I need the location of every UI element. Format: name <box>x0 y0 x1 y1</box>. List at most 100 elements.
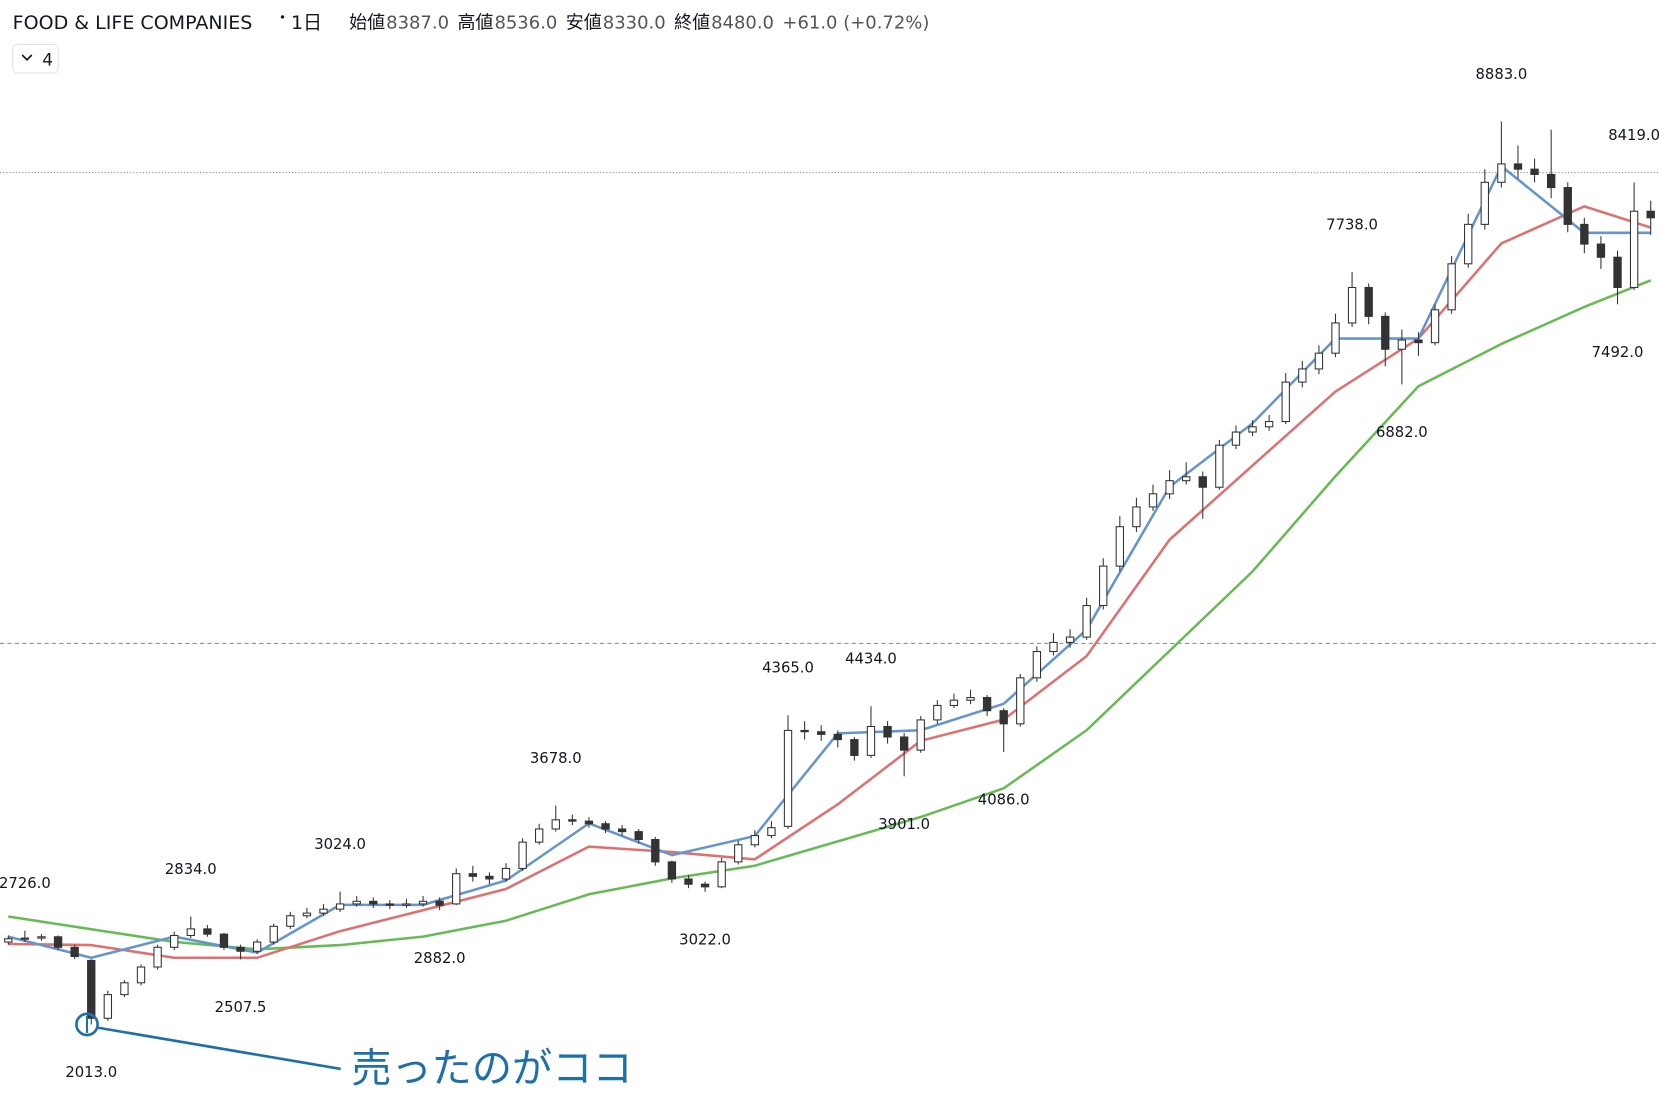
candle-body <box>1148 493 1158 508</box>
candle-body <box>286 915 295 927</box>
candle-body <box>1414 339 1423 344</box>
candle-body <box>501 867 511 880</box>
candle-body <box>1546 173 1556 189</box>
candle-body <box>1364 286 1373 317</box>
candle-body <box>37 936 46 939</box>
price-annotation: 2834.0 <box>165 861 217 878</box>
price-annotation: 4365.0 <box>762 660 814 677</box>
candle-body <box>369 900 378 905</box>
candle-body <box>1331 322 1340 354</box>
indicator-toggle[interactable] <box>12 43 59 74</box>
price-annotation: 7738.0 <box>1326 216 1378 233</box>
candle-body <box>1132 506 1141 528</box>
ohlc-value: 8480.0 <box>711 12 774 33</box>
candle-body <box>1099 565 1108 607</box>
candle-body <box>103 994 113 1019</box>
candle-body <box>1182 476 1191 482</box>
price-annotation: 7492.0 <box>1592 344 1644 361</box>
price-annotation: 3022.0 <box>679 932 731 949</box>
candle-body <box>1032 651 1042 679</box>
candle-body <box>800 729 809 733</box>
candle-body <box>252 941 262 952</box>
moving-average <box>7 164 1651 960</box>
candle-body <box>269 925 278 943</box>
ohlc-value: 8536.0 <box>494 12 557 33</box>
ohlc-value: 8330.0 <box>603 12 666 33</box>
candle-body <box>319 908 328 914</box>
candle-body <box>850 739 859 756</box>
candle-body <box>1016 677 1025 725</box>
price-annotation: 8419.0 <box>1608 127 1659 144</box>
candle-body <box>435 900 444 906</box>
candle-body <box>717 861 726 888</box>
price-annotation: 2882.0 <box>414 950 466 967</box>
candle-body <box>949 699 959 706</box>
candle-body <box>170 934 179 948</box>
candle-body <box>883 725 892 738</box>
candle-body <box>1065 636 1075 643</box>
price-annotation: 3678.0 <box>530 750 582 767</box>
candle-body <box>700 883 710 888</box>
price-annotation: 2013.0 <box>65 1064 117 1081</box>
candle-body <box>153 946 162 968</box>
price-annotation: 8883.0 <box>1476 66 1528 83</box>
ohlc-value: 8387.0 <box>386 12 449 33</box>
candle-body <box>20 937 30 940</box>
candle-body <box>1347 286 1357 324</box>
candle-body <box>568 819 577 822</box>
candle-body <box>982 697 992 712</box>
chevron <box>21 54 33 61</box>
candle-body <box>1215 444 1224 488</box>
candle-body <box>966 697 975 701</box>
candle-body <box>1596 243 1606 258</box>
candle-body <box>120 982 129 996</box>
symbol: FOOD & LIFE COMPANIES <box>13 12 253 34</box>
moving-average <box>8 279 1652 951</box>
candle-body <box>684 878 693 885</box>
candle-body <box>833 733 842 741</box>
candle-body <box>634 831 643 841</box>
candle-body <box>1563 187 1572 225</box>
candle-body <box>352 900 361 905</box>
price-annotation: 6882.0 <box>1376 424 1428 441</box>
candle-body <box>1580 223 1589 245</box>
candle-body <box>899 736 909 751</box>
candle-body <box>866 725 876 756</box>
candle-body <box>1082 605 1091 638</box>
candle-body <box>1464 223 1473 265</box>
price-annotation: 2726.0 <box>0 875 51 892</box>
moving-average <box>8 205 1652 960</box>
candle-body <box>385 903 395 906</box>
price-annotation: 4434.0 <box>845 651 897 668</box>
candle-body <box>651 838 660 863</box>
candle-body <box>203 928 212 935</box>
candle-body <box>1530 168 1539 175</box>
indicator-count: 4 <box>42 49 53 69</box>
candle-body <box>1298 368 1307 383</box>
candle-body <box>219 933 229 948</box>
candle-body <box>87 959 96 1019</box>
candle-body <box>1281 381 1290 423</box>
candle-body <box>584 820 594 825</box>
callout-circle <box>75 1012 99 1037</box>
candle-body <box>136 966 146 984</box>
candle-body <box>933 704 942 721</box>
candle-body <box>767 827 776 837</box>
change: +61.0 (+0.72%) <box>782 12 929 33</box>
candle-body <box>236 946 245 952</box>
candle-body <box>1430 309 1440 344</box>
ohlc-name: 高値 <box>457 12 493 33</box>
candle-body <box>1115 526 1125 567</box>
candle-body <box>485 875 494 880</box>
header: FOOD & LIFE COMPANIES 1日 <box>13 12 322 34</box>
candle-body <box>1198 476 1207 488</box>
interval: 1日 <box>291 12 322 34</box>
candle-body <box>518 841 527 869</box>
candle-body <box>1397 339 1407 350</box>
candle-body <box>1629 210 1639 288</box>
candle-body <box>1231 431 1241 446</box>
ohlc-name: 安値 <box>566 12 602 33</box>
candle-body <box>418 900 428 905</box>
price-annotation: 3901.0 <box>878 816 930 833</box>
